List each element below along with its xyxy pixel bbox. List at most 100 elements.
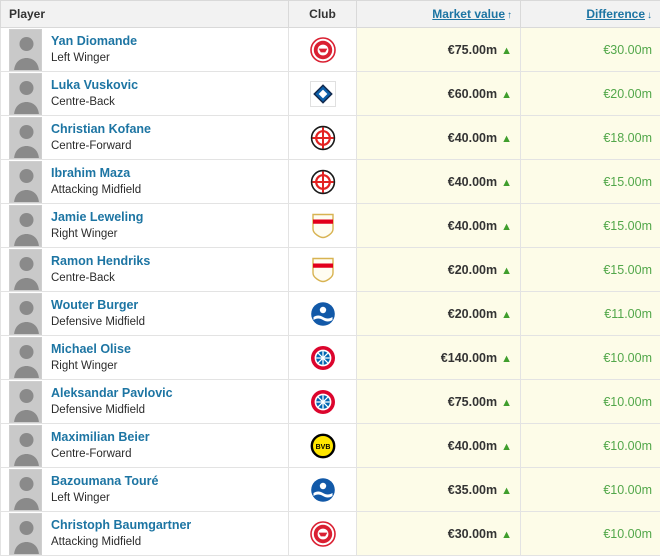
player-photo[interactable] — [9, 425, 42, 467]
table-row: Jamie Leweling Right Winger €40.00m▲ €15… — [1, 204, 660, 248]
table-row: Aleksandar Pavlovic Defensive Midfield €… — [1, 380, 660, 424]
player-name-link[interactable]: Ibrahim Maza — [51, 166, 141, 182]
hamburger-sv-crest-icon[interactable] — [310, 81, 336, 107]
player-position: Defensive Midfield — [51, 403, 173, 417]
bayer-leverkusen-crest-icon[interactable] — [310, 125, 336, 151]
sort-difference-link[interactable]: Difference — [586, 7, 645, 21]
column-header-club: Club — [289, 1, 357, 28]
player-name-link[interactable]: Jamie Leweling — [51, 210, 143, 226]
player-photo[interactable] — [9, 381, 42, 423]
player-name-link[interactable]: Luka Vuskovic — [51, 78, 138, 94]
bayern-munich-crest-icon[interactable] — [310, 389, 336, 415]
player-photo[interactable] — [9, 73, 42, 115]
market-value: €40.00m — [448, 131, 497, 145]
difference-value: €11.00m — [604, 307, 652, 321]
player-photo[interactable] — [9, 513, 42, 555]
market-value: €75.00m — [448, 43, 497, 57]
increase-arrow-icon: ▲ — [501, 265, 512, 277]
table-row: Yan Diomande Left Winger €75.00m ▲ €30.00… — [1, 28, 660, 72]
player-name-link[interactable]: Bazoumana Touré — [51, 474, 158, 490]
market-value: €40.00m — [448, 219, 497, 233]
player-name-link[interactable]: Michael Olise — [51, 342, 131, 358]
increase-arrow-icon: ▲ — [501, 485, 512, 497]
table-row: Wouter Burger Defensive Midfield €20.00m… — [1, 292, 660, 336]
increase-arrow-icon: ▲ — [501, 397, 512, 409]
table-row: Ibrahim Maza Attacking Midfield €40.00m ▲… — [1, 160, 660, 204]
market-value: €140.00m — [441, 351, 497, 365]
difference-value: €15.00m — [603, 219, 652, 233]
difference-value: €10.00m — [603, 351, 652, 365]
increase-arrow-icon: ▲ — [501, 309, 512, 321]
difference-value: €15.00m — [603, 175, 652, 189]
increase-arrow-icon: ▲ — [501, 529, 512, 541]
increase-arrow-icon: ▲ — [501, 45, 512, 57]
player-name-link[interactable]: Christoph Baumgartner — [51, 518, 191, 534]
table-row: Michael Olise Right Winger €140.00m ▲ €10… — [1, 336, 660, 380]
player-name-link[interactable]: Maximilian Beier — [51, 430, 150, 446]
player-position: Left Winger — [51, 51, 137, 65]
svg-text:BVB: BVB — [315, 443, 330, 450]
player-position: Centre-Back — [51, 95, 138, 109]
player-position: Left Winger — [51, 491, 158, 505]
rb-leipzig-crest-icon[interactable] — [310, 37, 336, 63]
difference-value: €10.00m — [603, 483, 652, 497]
market-value: €40.00m — [448, 439, 497, 453]
table-row: Christian Kofane Centre-Forward €40.00m ▲… — [1, 116, 660, 160]
tsg-hoffenheim-crest-icon[interactable] — [310, 477, 336, 503]
sort-up-icon: ↑ — [507, 10, 512, 21]
column-header-difference: Difference↓ — [521, 1, 660, 28]
player-photo[interactable] — [9, 469, 42, 511]
borussia-dortmund-crest-icon[interactable]: BVB — [310, 433, 336, 459]
bayer-leverkusen-crest-icon[interactable] — [310, 169, 336, 195]
market-value: €20.00m — [448, 307, 497, 321]
sort-down-icon: ↓ — [647, 10, 652, 21]
sort-market-value-link[interactable]: Market value — [432, 7, 505, 21]
player-photo[interactable] — [9, 205, 42, 247]
table-header-row: Player Club Market value↑ Difference↓ — [1, 1, 660, 28]
player-photo[interactable] — [9, 29, 42, 71]
player-table-body: Yan Diomande Left Winger €75.00m ▲ €30.00… — [1, 28, 660, 556]
column-header-market-value: Market value↑ — [357, 1, 521, 28]
player-photo[interactable] — [9, 161, 42, 203]
increase-arrow-icon: ▲ — [501, 177, 512, 189]
bayern-munich-crest-icon[interactable] — [310, 345, 336, 371]
tsg-hoffenheim-crest-icon[interactable] — [310, 301, 336, 327]
market-value: €60.00m — [448, 87, 497, 101]
rb-leipzig-crest-icon[interactable] — [310, 521, 336, 547]
player-name-link[interactable]: Aleksandar Pavlovic — [51, 386, 173, 402]
increase-arrow-icon: ▲ — [501, 441, 512, 453]
table-row: Bazoumana Touré Left Winger €35.00m ▲ €10… — [1, 468, 660, 512]
player-name-link[interactable]: Wouter Burger — [51, 298, 145, 314]
player-position: Attacking Midfield — [51, 183, 141, 197]
vfb-stuttgart-crest-icon[interactable] — [310, 213, 336, 239]
table-row: Ramon Hendriks Centre-Back €20.00m▲ €15.… — [1, 248, 660, 292]
difference-value: €10.00m — [603, 439, 652, 453]
player-name-link[interactable]: Christian Kofane — [51, 122, 151, 138]
player-position: Right Winger — [51, 227, 143, 241]
player-position: Centre-Back — [51, 271, 150, 285]
vfb-stuttgart-crest-icon[interactable] — [310, 257, 336, 283]
difference-value: €30.00m — [603, 43, 652, 57]
player-photo[interactable] — [9, 117, 42, 159]
market-value: €30.00m — [448, 527, 497, 541]
increase-arrow-icon: ▲ — [501, 353, 512, 365]
table-row: Christoph Baumgartner Attacking Midfield… — [1, 512, 660, 556]
difference-value: €20.00m — [603, 87, 652, 101]
player-name-link[interactable]: Yan Diomande — [51, 34, 137, 50]
player-photo[interactable] — [9, 337, 42, 379]
player-position: Right Winger — [51, 359, 131, 373]
player-photo[interactable] — [9, 293, 42, 335]
market-value: €75.00m — [448, 395, 497, 409]
table-row: Maximilian Beier Centre-Forward BVB €40.… — [1, 424, 660, 468]
player-name-link[interactable]: Ramon Hendriks — [51, 254, 150, 270]
difference-value: €18.00m — [603, 131, 652, 145]
player-position: Centre-Forward — [51, 139, 151, 153]
market-value: €35.00m — [448, 483, 497, 497]
table-row: Luka Vuskovic Centre-Back €60.00m▲ €20.0… — [1, 72, 660, 116]
market-value: €40.00m — [448, 175, 497, 189]
player-photo[interactable] — [9, 249, 42, 291]
difference-value: €10.00m — [603, 395, 652, 409]
increase-arrow-icon: ▲ — [501, 133, 512, 145]
market-value: €20.00m — [448, 263, 497, 277]
